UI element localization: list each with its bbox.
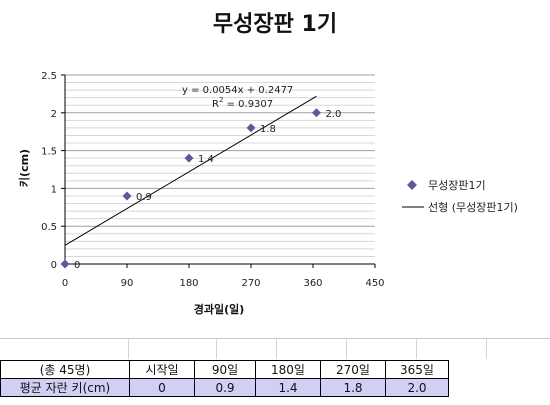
data-point xyxy=(122,191,132,201)
data-label: 1.4 xyxy=(198,154,214,165)
spreadsheet-area: (총 45명) 시작일 90일 180일 270일 365일 평균 자란 키(c… xyxy=(0,338,550,405)
data-label: 0.9 xyxy=(136,192,152,203)
data-point xyxy=(60,259,70,269)
y-tick-label: 1.5 xyxy=(41,147,57,158)
data-point xyxy=(184,153,194,163)
table-cell[interactable]: 1.8 xyxy=(320,378,386,397)
table-cell[interactable]: 0.9 xyxy=(194,378,256,397)
x-tick-label: 270 xyxy=(241,278,260,289)
data-table: (총 45명) 시작일 90일 180일 270일 365일 평균 자란 키(c… xyxy=(0,360,449,397)
y-tick-label: 2.5 xyxy=(41,71,57,82)
y-tick-label: 1 xyxy=(51,184,57,195)
y-tick-label: 0.5 xyxy=(41,222,57,233)
data-point xyxy=(311,108,321,118)
sheet-gridline xyxy=(276,338,277,359)
table-cell[interactable]: 1.4 xyxy=(255,378,321,397)
legend-label-series: 무성장판1기 xyxy=(428,179,486,192)
gridlines xyxy=(65,74,375,265)
table-cell[interactable]: 365일 xyxy=(385,360,449,379)
trendline xyxy=(64,95,317,246)
y-tick-label: 2 xyxy=(51,109,57,120)
r2-value: = 0.9307 xyxy=(223,99,273,110)
trendline-equation: y = 0.0054x + 0.2477 xyxy=(182,85,293,96)
table-cell[interactable]: 평균 자란 키(cm) xyxy=(0,378,130,397)
sheet-gridline xyxy=(216,338,217,359)
x-tick-label: 90 xyxy=(121,278,134,289)
data-labels: 0 0.9 1.4 1.8 2.0 xyxy=(74,109,341,271)
data-label: 2.0 xyxy=(325,109,341,120)
x-tick-label: 0 xyxy=(62,278,68,289)
y-tick-labels: 0 0.5 1 1.5 2 2.5 xyxy=(41,71,57,271)
x-tick-label: 450 xyxy=(365,278,384,289)
table-cell[interactable]: 270일 xyxy=(320,360,386,379)
chart-title: 무성장판 1기 xyxy=(212,12,338,37)
table-header-row: (총 45명) 시작일 90일 180일 270일 365일 xyxy=(0,360,449,379)
table-cell[interactable]: 시작일 xyxy=(129,360,195,379)
y-tick-label: 0 xyxy=(51,260,57,271)
x-tick-label: 180 xyxy=(179,278,198,289)
scatter-chart: 0 0.5 1 1.5 2 2.5 0 90 180 270 360 450 0 0.9 1.4 1.8 2… xyxy=(17,71,518,316)
data-label: 1.8 xyxy=(260,124,276,135)
table-cell[interactable]: (총 45명) xyxy=(0,360,130,379)
r2-prefix: R xyxy=(212,99,219,110)
legend-label-trend: 선형 (무성장판1기) xyxy=(428,201,518,214)
x-tick-label: 360 xyxy=(303,278,322,289)
r2-superscript: 2 xyxy=(219,96,223,104)
y-axis-title: 키(cm) xyxy=(17,149,31,187)
x-axis-title: 경과일(일) xyxy=(194,302,245,316)
table-cell[interactable]: 180일 xyxy=(255,360,321,379)
sheet-gridline xyxy=(128,338,129,359)
sheet-gridline xyxy=(486,338,487,359)
table-row: 평균 자란 키(cm) 0 0.9 1.4 1.8 2.0 xyxy=(0,378,449,397)
table-cell[interactable]: 2.0 xyxy=(385,378,449,397)
trendline-r-squared: R2 = 0.9307 xyxy=(212,96,273,110)
table-cell[interactable]: 90일 xyxy=(194,360,256,379)
data-points xyxy=(60,108,321,269)
trendline-layer xyxy=(64,95,317,246)
x-tick-labels: 0 90 180 270 360 450 xyxy=(62,278,385,289)
data-label: 0 xyxy=(74,260,80,271)
sheet-gridline xyxy=(416,338,417,359)
table-cell[interactable]: 0 xyxy=(129,378,195,397)
sheet-gridline xyxy=(346,338,347,359)
axes xyxy=(61,74,376,268)
data-point xyxy=(246,123,256,133)
legend: 무성장판1기 선형 (무성장판1기) xyxy=(402,179,518,214)
legend-marker-diamond xyxy=(407,180,417,190)
